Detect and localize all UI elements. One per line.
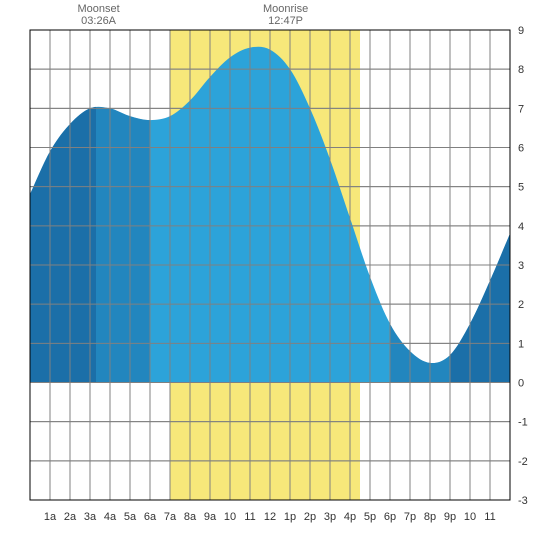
x-tick-label: 8p bbox=[424, 511, 436, 523]
moonrise-time: 12:47P bbox=[268, 15, 303, 27]
y-tick-label: 4 bbox=[518, 221, 524, 233]
y-tick-label: -2 bbox=[518, 456, 528, 468]
y-tick-label: 0 bbox=[518, 378, 524, 390]
x-tick-label: 10 bbox=[464, 511, 476, 523]
tide-chart: 1a2a3a4a5a6a7a8a9a1011121p2p3p4p5p6p7p8p… bbox=[0, 0, 550, 550]
x-tick-label: 7p bbox=[404, 511, 416, 523]
y-tick-label: -1 bbox=[518, 417, 528, 429]
x-tick-label: 11 bbox=[244, 511, 255, 523]
y-tick-label: 9 bbox=[518, 25, 524, 37]
x-tick-label: 6p bbox=[384, 511, 396, 523]
x-tick-label: 9a bbox=[204, 511, 217, 523]
moonset-label: Moonset bbox=[77, 3, 119, 15]
moonrise-label: Moonrise bbox=[263, 3, 308, 15]
y-tick-label: -3 bbox=[518, 495, 528, 507]
y-tick-label: 8 bbox=[518, 64, 524, 76]
x-tick-label: 1a bbox=[44, 511, 57, 523]
moonset-time: 03:26A bbox=[81, 15, 117, 27]
x-tick-label: 4p bbox=[344, 511, 356, 523]
x-tick-label: 5p bbox=[364, 511, 376, 523]
x-tick-label: 9p bbox=[444, 511, 456, 523]
y-tick-label: 3 bbox=[518, 260, 524, 272]
x-tick-label: 4a bbox=[104, 511, 117, 523]
x-tick-label: 3a bbox=[84, 511, 97, 523]
x-tick-label: 3p bbox=[324, 511, 336, 523]
x-tick-label: 2a bbox=[64, 511, 77, 523]
x-tick-label: 10 bbox=[224, 511, 236, 523]
y-tick-label: 1 bbox=[518, 338, 524, 350]
x-tick-label: 5a bbox=[124, 511, 137, 523]
x-tick-label: 11 bbox=[484, 511, 495, 523]
y-tick-label: 2 bbox=[518, 299, 524, 311]
x-tick-label: 7a bbox=[164, 511, 177, 523]
x-tick-label: 6a bbox=[144, 511, 157, 523]
y-tick-label: 5 bbox=[518, 182, 524, 194]
x-tick-label: 8a bbox=[184, 511, 197, 523]
x-tick-label: 12 bbox=[264, 511, 276, 523]
y-tick-label: 6 bbox=[518, 143, 524, 155]
x-tick-label: 2p bbox=[304, 511, 316, 523]
x-tick-label: 1p bbox=[284, 511, 296, 523]
y-tick-label: 7 bbox=[518, 103, 524, 115]
